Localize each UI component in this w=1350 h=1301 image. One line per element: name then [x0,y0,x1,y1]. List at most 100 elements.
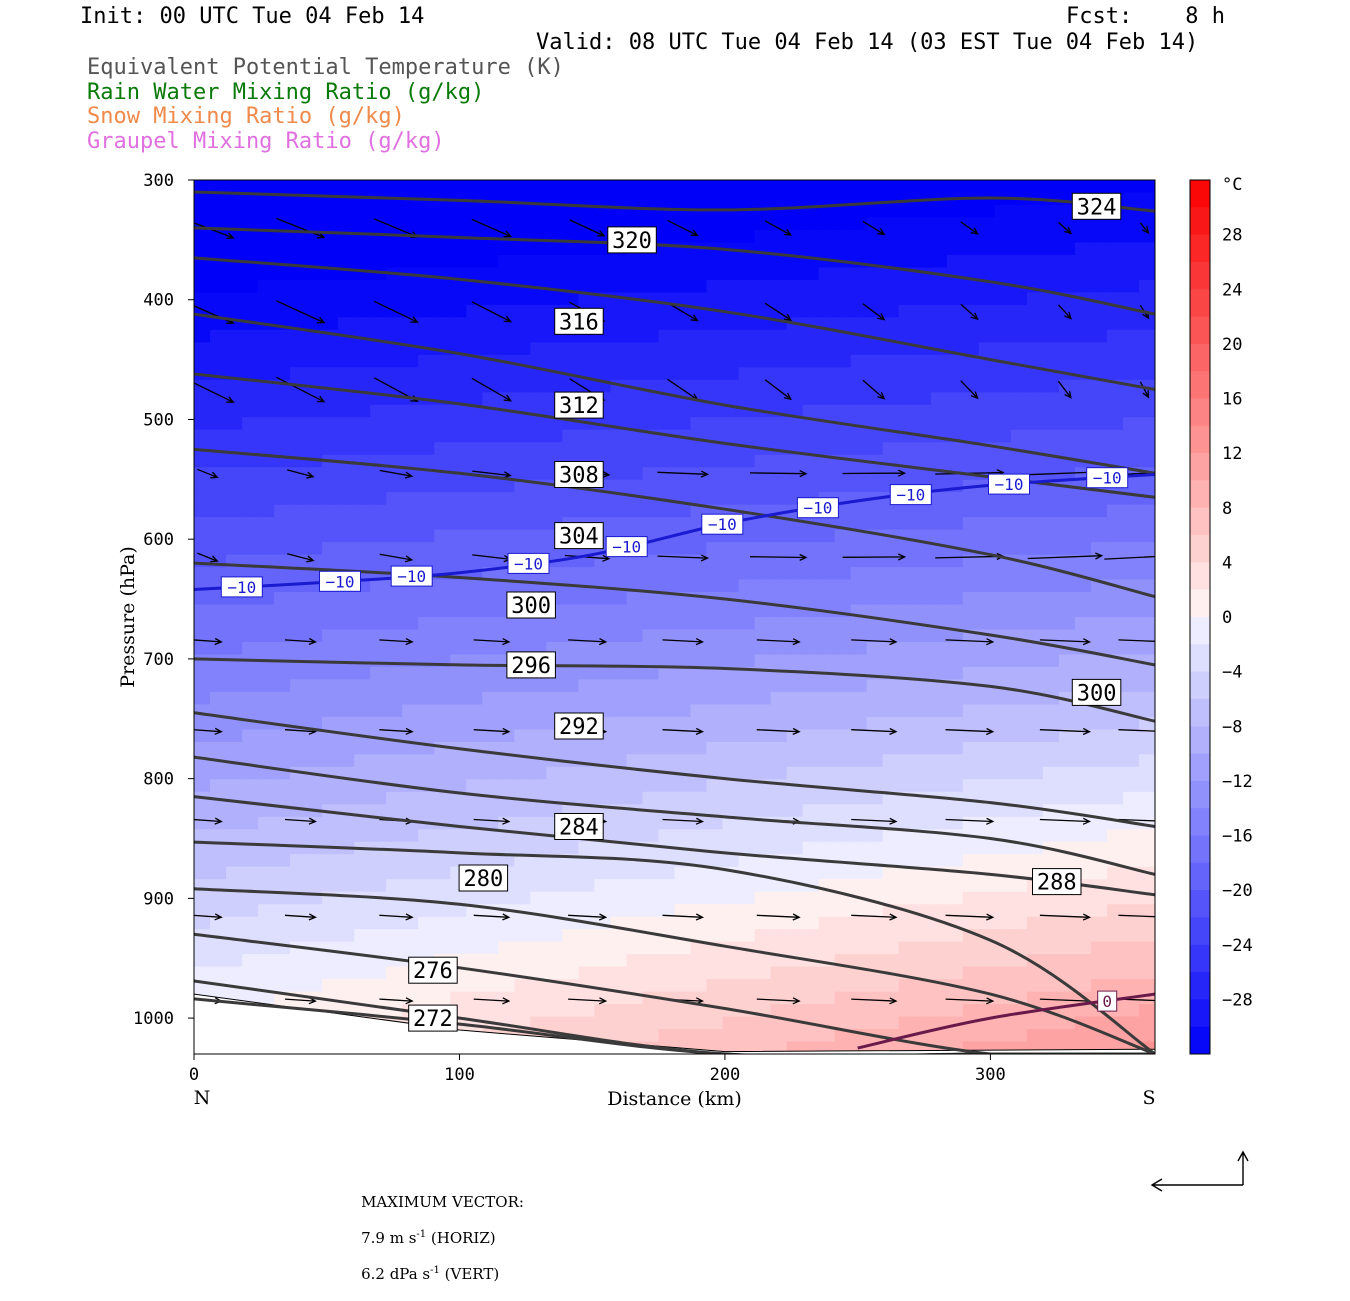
temperature-cell [690,404,708,418]
temperature-cell [930,242,948,256]
temperature-cell [594,342,611,356]
temperature-cell [370,654,387,668]
temperature-cell [818,916,836,930]
temperature-cell [1123,604,1140,618]
temperature-cell [914,879,932,893]
temperature-cell [1026,854,1044,868]
temperature-cell [770,267,788,281]
temperature-cell [1090,504,1108,518]
temperature-cell [642,741,660,755]
temperature-cell [882,866,900,880]
temperature-cell [242,916,259,930]
temperature-cell [738,180,756,194]
temperature-cell [450,729,467,743]
theta-e-label-box [506,651,556,679]
x-tick-label: 200 [710,1065,741,1085]
temperature-cell [642,304,660,318]
temperature-cell [242,617,259,631]
temperature-cell [866,691,884,705]
temperature-cell [690,716,708,730]
temperature-cell [466,829,483,843]
temperature-cell [930,604,948,618]
temperature-cell [626,704,644,718]
temperature-cell [1042,766,1060,780]
temperature-cell [274,479,291,493]
temperature-cell [226,542,243,556]
temperature-cell [738,716,756,730]
temperature-cell [802,267,820,281]
temperature-cell [434,454,451,468]
temperature-cell [946,442,964,456]
temperature-cell [914,779,932,793]
temperature-cell [850,217,868,231]
temperature-cell [658,254,676,268]
temperature-cell [914,379,932,393]
temperature-cell [530,879,547,893]
temperature-cell [914,679,932,693]
temperature-cell [674,754,692,768]
temperature-cell [306,691,323,705]
temperature-cell [194,429,211,443]
temperature-cell [386,854,403,868]
temperature-cell [658,816,676,830]
temperature-cell [1026,367,1044,381]
temperature-cell [530,379,547,393]
temperature-cell [626,592,644,606]
temperature-cell [466,579,483,593]
temperature-cell [722,392,740,406]
temperature-cell [642,941,660,955]
temperature-cell [626,429,644,443]
temperature-cell [322,816,339,830]
temperature-cell [1042,579,1060,593]
temperature-cell [706,779,724,793]
temperature-cell [434,904,451,918]
temperature-cell [1058,991,1076,1005]
temperature-cell [978,180,996,194]
temperature-cell [898,729,916,743]
temperature-cell [658,192,676,206]
temperature-cell [1042,542,1060,556]
temperature-cell [674,954,692,968]
temperature-cell [770,979,788,993]
temperature-cell [1106,979,1124,993]
temperature-cell [274,354,291,368]
temperature-cell [226,941,243,955]
temperature-cell [1026,766,1044,780]
y-tick-label: 800 [143,770,174,790]
temperature-cell [818,1029,836,1043]
temperature-cell [562,567,579,581]
temperature-cell [626,691,644,705]
temperature-cell [1026,791,1044,805]
temperature-cell [1123,229,1140,243]
temperature-cell [1026,779,1044,793]
temperature-cell [530,891,547,905]
temperature-cell [1090,866,1108,880]
temperature-cell [354,941,371,955]
temperature-cell [706,754,724,768]
temperature-cell [562,267,579,281]
temperature-cell [386,916,403,930]
temperature-cell [674,205,692,219]
temperature-cell [578,791,595,805]
temperature-cell [514,504,531,518]
colorbar-segment [1190,480,1210,509]
wind-vector [568,638,608,646]
temperature-cell [290,979,307,993]
colorbar-tick-label: 24 [1222,280,1242,300]
temperature-cell [1010,329,1028,343]
temperature-cell [1042,941,1060,955]
temperature-cell [658,205,676,219]
temperature-cell [1010,754,1028,768]
temperature-cell [1058,754,1076,768]
temperature-cell [450,642,467,656]
temperature-cell [674,267,692,281]
temperature-cell [418,916,435,930]
temperature-cell [482,254,499,268]
temperature-cell [690,704,708,718]
temperature-cell [898,654,916,668]
temperature-cell [1123,904,1140,918]
temperature-cell [226,329,243,343]
temperature-cell [834,741,852,755]
temperature-cell [1026,404,1044,418]
temperature-cell [690,629,708,643]
